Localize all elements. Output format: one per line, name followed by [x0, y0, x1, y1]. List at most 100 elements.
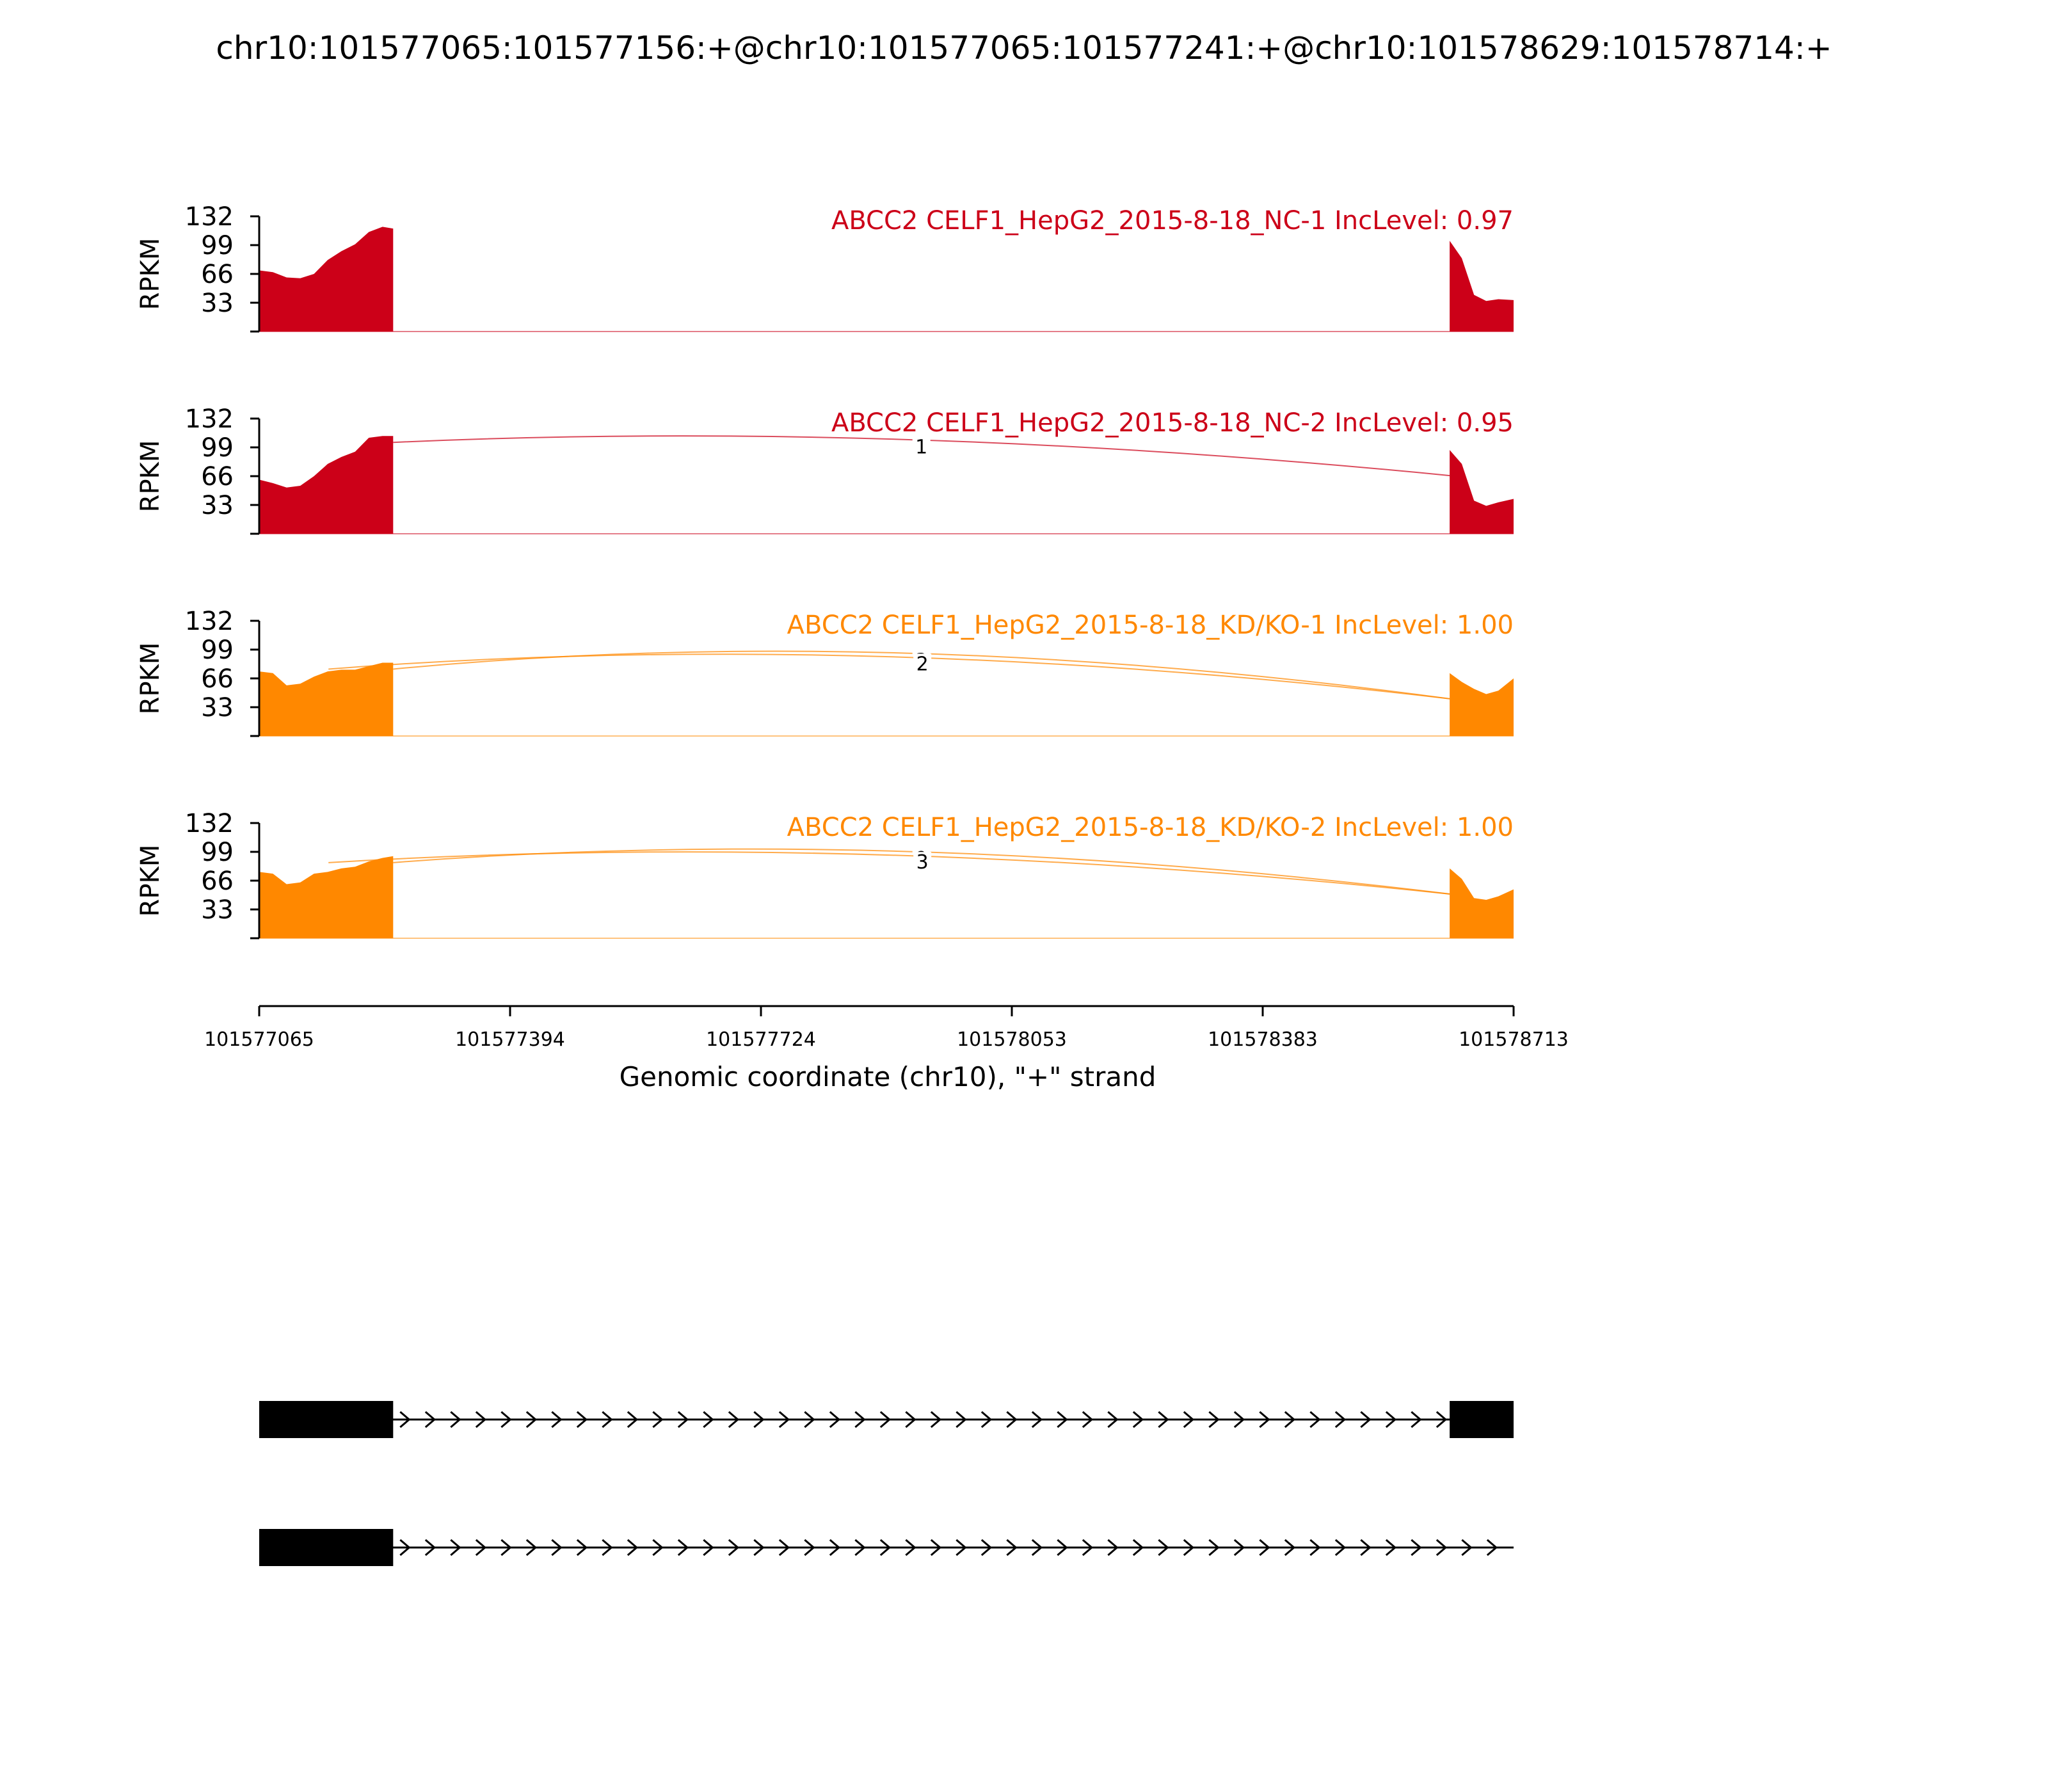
- strand-arrow: [1385, 1539, 1397, 1556]
- x-tick-label-101578713: 101578713: [1459, 1028, 1569, 1051]
- coverage-area-1: [259, 662, 394, 736]
- strand-arrow: [602, 1411, 613, 1428]
- junction-arc-2: [328, 653, 1450, 700]
- strand-arrow: [1031, 1539, 1043, 1556]
- strand-arrow: [829, 1539, 841, 1556]
- x-axis: 101577065 101577394 101577724 101578053 1015…: [204, 1005, 1569, 1051]
- strand-arrow: [1183, 1539, 1195, 1556]
- y-tick-label-33: 33: [201, 895, 234, 925]
- strand-arrow: [956, 1539, 967, 1556]
- strand-arrow: [879, 1411, 892, 1428]
- y-tick-label-33: 33: [201, 693, 234, 723]
- strand-arrow: [500, 1539, 512, 1556]
- strand-arrow: [804, 1411, 815, 1428]
- strand-arrow: [1233, 1411, 1245, 1428]
- strand-arrow: [854, 1539, 866, 1556]
- strand-arrow: [475, 1539, 487, 1556]
- panel-label: ABCC2 CELF1_HepG2_2015-8-18_NC-1 IncLeve…: [831, 206, 1514, 236]
- coverage-panel-3: 32336699132RPKMABCC2 CELF1_HepG2_2015-8-…: [136, 607, 1514, 737]
- strand-arrow: [1132, 1411, 1144, 1428]
- y-tick-label-99: 99: [201, 636, 234, 665]
- strand-arrow: [703, 1411, 714, 1428]
- strand-arrow: [1411, 1411, 1422, 1428]
- strand-arrow: [804, 1539, 815, 1556]
- y-tick-label-66: 66: [201, 260, 234, 289]
- strand-arrow: [980, 1539, 993, 1556]
- junction-label-1: 1: [915, 436, 927, 459]
- strand-arrow: [930, 1411, 942, 1428]
- exon-2: [1450, 1401, 1514, 1438]
- strand-arrow: [1486, 1539, 1498, 1556]
- strand-arrow: [1233, 1539, 1245, 1556]
- coverage-area-2: [1450, 241, 1514, 332]
- strand-arrow: [1183, 1411, 1195, 1428]
- y-tick-label-132: 132: [185, 202, 234, 232]
- y-tick-label-99: 99: [201, 838, 234, 867]
- strand-arrow: [1158, 1539, 1169, 1556]
- strand-arrow: [703, 1539, 714, 1556]
- strand-arrow: [1284, 1411, 1296, 1428]
- gene-models: [259, 1401, 1514, 1566]
- strand-arrow: [525, 1539, 538, 1556]
- y-tick-label-33: 33: [201, 491, 234, 520]
- panel-label: ABCC2 CELF1_HepG2_2015-8-18_NC-2 IncLeve…: [831, 408, 1514, 438]
- y-tick-label-132: 132: [185, 404, 234, 434]
- panel-label: ABCC2 CELF1_HepG2_2015-8-18_KD/KO-2 IncL…: [787, 813, 1514, 842]
- strand-arrow: [551, 1539, 563, 1556]
- exon-1: [259, 1529, 394, 1566]
- x-tick-label-101577394: 101577394: [455, 1028, 565, 1051]
- strand-arrow: [854, 1411, 866, 1428]
- junction-label-bg-2: [913, 653, 932, 676]
- strand-arrow: [1158, 1411, 1169, 1428]
- strand-arrow: [1461, 1539, 1473, 1556]
- strand-arrow: [1107, 1539, 1119, 1556]
- strand-arrow: [930, 1539, 942, 1556]
- strand-arrow: [1436, 1539, 1448, 1556]
- strand-arrow: [778, 1539, 790, 1556]
- figure-title: chr10:101577065:101577156:+@chr10:101577…: [216, 29, 1832, 67]
- coverage-area-2: [1450, 450, 1514, 534]
- y-tick-label-99: 99: [201, 433, 234, 463]
- strand-arrow: [677, 1411, 689, 1428]
- x-tick-label-101578053: 101578053: [957, 1028, 1067, 1051]
- strand-arrow: [1411, 1539, 1422, 1556]
- strand-arrow: [1082, 1539, 1094, 1556]
- strand-arrow: [1385, 1411, 1397, 1428]
- strand-arrow: [525, 1411, 538, 1428]
- x-tick-label-101577065: 101577065: [204, 1028, 314, 1051]
- junction-arc-2: [328, 851, 1450, 895]
- strand-arrow: [475, 1411, 487, 1428]
- y-axis-label: RPKM: [136, 845, 165, 917]
- strand-arrow: [1436, 1411, 1448, 1428]
- strand-arrow: [551, 1411, 563, 1428]
- strand-arrow: [652, 1539, 664, 1556]
- strand-arrow: [576, 1411, 588, 1428]
- x-tick-label-101578383: 101578383: [1208, 1028, 1318, 1051]
- panel-label: ABCC2 CELF1_HepG2_2015-8-18_KD/KO-1 IncL…: [787, 611, 1514, 640]
- strand-arrow: [677, 1539, 689, 1556]
- strand-arrow: [576, 1539, 588, 1556]
- strand-arrow: [980, 1411, 993, 1428]
- strand-arrow: [728, 1411, 740, 1428]
- coverage-area-1: [259, 436, 394, 534]
- strand-arrow: [1334, 1411, 1347, 1428]
- strand-arrow: [956, 1411, 967, 1428]
- strand-arrow: [399, 1411, 411, 1428]
- x-axis-label: Genomic coordinate (chr10), "+" strand: [620, 1061, 1156, 1092]
- strand-arrow: [1057, 1411, 1068, 1428]
- coverage-area-2: [1450, 868, 1514, 938]
- y-axis-label: RPKM: [136, 440, 165, 513]
- coverage-area-1: [259, 856, 394, 938]
- strand-arrow: [1031, 1411, 1043, 1428]
- exon-1: [259, 1401, 394, 1438]
- strand-arrow: [753, 1539, 765, 1556]
- strand-arrow: [1107, 1411, 1119, 1428]
- y-tick-label-132: 132: [185, 607, 234, 636]
- y-tick-label-66: 66: [201, 867, 234, 896]
- strand-arrow: [602, 1539, 613, 1556]
- strand-arrow: [399, 1539, 411, 1556]
- coverage-area-2: [1450, 673, 1514, 736]
